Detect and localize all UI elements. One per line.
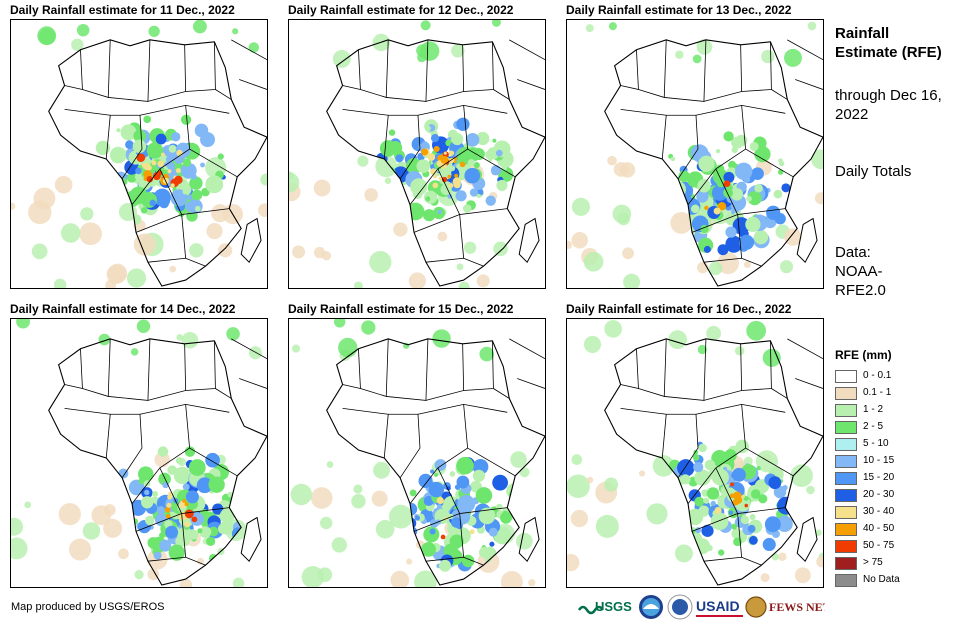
legend-label: No Data bbox=[863, 574, 900, 585]
legend-label: 50 - 75 bbox=[863, 540, 895, 551]
data-source-label: Data: NOAA-RFE2.0 bbox=[835, 244, 886, 299]
legend-label: > 75 bbox=[863, 557, 883, 568]
legend-swatch bbox=[835, 438, 857, 451]
legend-label: 10 - 15 bbox=[863, 455, 895, 466]
legend-swatch bbox=[835, 421, 857, 434]
usgs-logo: USGS bbox=[577, 599, 632, 615]
sidebar-title: Rainfall Estimate (RFE) bbox=[835, 25, 942, 61]
rainfall-map bbox=[288, 318, 546, 588]
legend-swatch bbox=[835, 523, 857, 536]
legend-title: RFE (mm) bbox=[835, 348, 892, 362]
legend-swatch bbox=[835, 574, 857, 587]
daily-totals-label: Daily Totals bbox=[835, 163, 912, 180]
legend-swatch bbox=[835, 472, 857, 485]
usaid-logo: USAID bbox=[696, 598, 743, 617]
legend-label: 20 - 30 bbox=[863, 489, 895, 500]
legend-swatch bbox=[835, 387, 857, 400]
legend-label: 40 - 50 bbox=[863, 523, 895, 534]
through-date: through Dec 16, 2022 bbox=[835, 87, 942, 123]
svg-text:USAID: USAID bbox=[696, 598, 740, 614]
legend-label: 1 - 2 bbox=[863, 404, 884, 415]
panel-title: Daily Rainfall estimate for 15 Dec., 202… bbox=[288, 302, 514, 316]
legend-label: 0 - 0.1 bbox=[863, 370, 892, 381]
panel-title: Daily Rainfall estimate for 11 Dec., 202… bbox=[10, 3, 235, 17]
rainfall-map bbox=[566, 19, 824, 289]
rainfall-map bbox=[288, 19, 546, 289]
legend-swatch bbox=[835, 557, 857, 570]
africa-map-svg bbox=[11, 319, 267, 587]
legend-swatch bbox=[835, 540, 857, 553]
svg-text:FEWS NET: FEWS NET bbox=[769, 600, 825, 614]
africa-map-svg bbox=[11, 20, 267, 288]
legend-swatch bbox=[835, 489, 857, 502]
legend-swatch bbox=[835, 370, 857, 383]
legend-label: 15 - 20 bbox=[863, 472, 895, 483]
africa-map-svg bbox=[567, 21, 823, 288]
rainfall-map bbox=[566, 318, 824, 588]
panel-title: Daily Rainfall estimate for 14 Dec., 202… bbox=[10, 302, 236, 316]
legend-label: 2 - 5 bbox=[863, 421, 884, 432]
africa-map-svg bbox=[289, 20, 545, 288]
legend-label: 30 - 40 bbox=[863, 506, 895, 517]
nasa-seal-logo bbox=[667, 594, 693, 620]
rainfall-map bbox=[10, 318, 268, 588]
svg-text:USGS: USGS bbox=[595, 599, 632, 614]
credit-text: Map produced by USGS/EROS bbox=[11, 601, 165, 613]
fewsnet-logo: FEWS NET bbox=[745, 596, 825, 618]
legend-label: 0.1 - 1 bbox=[863, 387, 892, 398]
panel-title: Daily Rainfall estimate for 16 Dec., 202… bbox=[566, 302, 792, 316]
panel-title: Daily Rainfall estimate for 13 Dec., 202… bbox=[566, 3, 792, 17]
legend-swatch bbox=[835, 404, 857, 417]
africa-map-svg bbox=[290, 319, 545, 587]
legend-swatch bbox=[835, 455, 857, 468]
rainfall-map bbox=[10, 19, 268, 289]
noaa-logo bbox=[639, 595, 663, 619]
legend-label: 5 - 10 bbox=[863, 438, 889, 449]
africa-map-svg bbox=[567, 320, 823, 586]
legend-swatch bbox=[835, 506, 857, 519]
panel-title: Daily Rainfall estimate for 12 Dec., 202… bbox=[288, 3, 514, 17]
